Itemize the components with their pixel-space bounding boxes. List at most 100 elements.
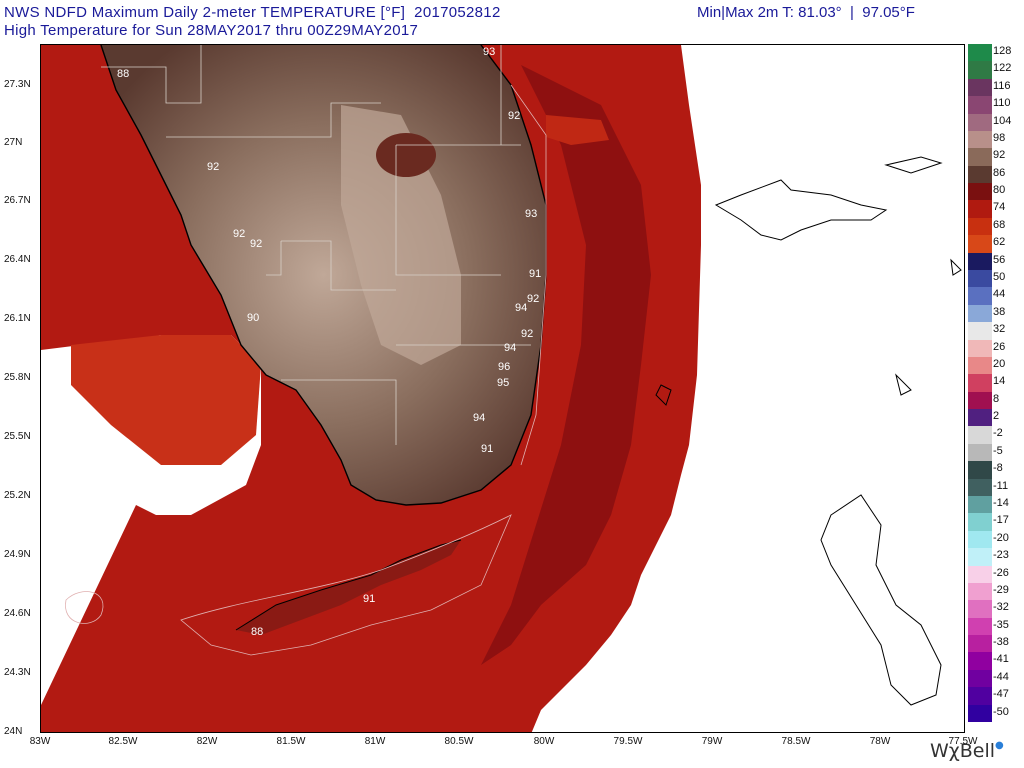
temperature-label: 92 (508, 110, 520, 122)
wxbell-logo: WχBell● (930, 740, 1004, 762)
temperature-map: 88 93 92 92 93 92 92 91 92 94 90 92 94 96 95 94 91 91 88 (40, 44, 965, 733)
florida-keys (236, 540, 461, 635)
atlantic-warm-patch (546, 115, 609, 145)
colorbar-label: -11 (993, 479, 1009, 492)
colorbar-label: 20 (993, 357, 1006, 370)
longitude-label: 80W (533, 736, 555, 747)
temperature-label: 88 (117, 68, 129, 80)
temperature-label: 94 (504, 342, 516, 354)
colorbar-swatch (968, 270, 992, 288)
colorbar-label: -8 (993, 462, 1003, 475)
keys-outline (235, 539, 462, 631)
colorbar-swatch (968, 44, 992, 62)
temperature-label: 94 (473, 412, 485, 424)
colorbar-swatch (968, 461, 992, 480)
latitude-label: 27.3N (4, 79, 31, 90)
latitude-label: 24N (4, 726, 23, 737)
min-max-readout: Min|Max 2m T: 81.03° | 97.05°F (697, 4, 915, 21)
colorbar-swatch (968, 252, 992, 271)
temperature-label: 92 (233, 228, 245, 240)
map-subtitle: High Temperature for Sun 28MAY2017 thru … (4, 22, 419, 39)
colorbar-label: -50 (993, 705, 1009, 718)
colorbar-label: 56 (993, 253, 1006, 266)
colorbar-label: 104 (993, 114, 1012, 127)
map-title: NWS NDFD Maximum Daily 2-meter TEMPERATU… (4, 4, 501, 21)
colorbar-label: 8 (993, 392, 1000, 405)
longitude-label: 83W (29, 736, 51, 747)
colorbar-label: -35 (993, 618, 1009, 631)
longitude-label: 82.5W (108, 736, 138, 747)
colorbar-label: 62 (993, 236, 1006, 249)
colorbar-swatch (968, 304, 992, 323)
colorbar-swatch (968, 669, 992, 688)
temperature-label: 92 (527, 293, 539, 305)
colorbar-swatch (968, 687, 992, 706)
colorbar-swatch (968, 113, 992, 132)
county-lines (101, 45, 531, 445)
temperature-label: 91 (363, 593, 375, 605)
latitude-label: 25.5N (4, 431, 31, 442)
colorbar-label: -38 (993, 636, 1009, 649)
latitude-label: 26.7N (4, 195, 31, 206)
latitude-label: 24.6N (4, 608, 31, 619)
colorbar-label: 44 (993, 288, 1006, 301)
latitude-label: 27N (4, 137, 23, 148)
colorbar-swatch (968, 565, 992, 584)
colorbar-swatch (968, 530, 992, 549)
colorbar-label: -5 (993, 444, 1003, 457)
colorbar-swatch (968, 96, 992, 115)
colorbar-label: 122 (993, 62, 1012, 75)
lake-okeechobee (376, 133, 436, 177)
bathymetry-contours (65, 84, 547, 656)
colorbar-label: -47 (993, 688, 1009, 701)
longitude-label: 78.5W (781, 736, 811, 747)
temperature-label: 92 (521, 328, 533, 340)
gulf-warm-patch (71, 335, 261, 465)
colorbar-swatch (968, 443, 992, 462)
colorbar-swatch (968, 235, 992, 254)
colorbar-swatch (968, 617, 992, 636)
colorbar-swatch (968, 322, 992, 341)
colorbar-label: 68 (993, 218, 1006, 231)
colorbar-swatch (968, 409, 992, 427)
latitude-label: 26.1N (4, 313, 31, 324)
longitude-label: 82W (196, 736, 218, 747)
colorbar-label: 116 (993, 79, 1011, 92)
colorbar-label: 2 (993, 410, 1000, 423)
latitude-label: 25.2N (4, 490, 31, 501)
gulf-stream-band (481, 65, 651, 665)
colorbar-label: 86 (993, 166, 1006, 179)
temperature-label: 88 (251, 626, 263, 638)
longitude-label: 77.5W (948, 736, 978, 747)
colorbar-swatch (968, 391, 992, 410)
colorbar-label: -20 (993, 531, 1009, 544)
colorbar-label: 26 (993, 340, 1006, 353)
longitude-label: 78W (869, 736, 891, 747)
colorbar-swatch (968, 635, 992, 653)
colorbar-swatch (968, 287, 992, 306)
colorbar-swatch (968, 339, 992, 358)
colorbar-label: 38 (993, 305, 1006, 318)
colorbar-label: 14 (993, 375, 1006, 388)
colorbar-swatch (968, 496, 992, 514)
colorbar-swatch (968, 183, 992, 201)
interior-hot-area (341, 105, 461, 365)
colorbar-label: 80 (993, 184, 1006, 197)
bahamas-outlines (655, 156, 962, 706)
temperature-label: 96 (498, 361, 510, 373)
colorbar-label: 110 (993, 97, 1011, 110)
colorbar-swatch (968, 148, 992, 167)
latitude-label: 24.3N (4, 667, 31, 678)
colorbar (968, 44, 992, 723)
colorbar-label: -41 (993, 653, 1009, 666)
colorbar-swatch (968, 582, 992, 601)
temperature-label: 91 (481, 443, 493, 455)
temperature-label: 93 (525, 208, 537, 220)
colorbar-label: 128 (993, 45, 1012, 57)
colorbar-swatch (968, 217, 992, 236)
colorbar-label: 92 (993, 149, 1006, 162)
longitude-label: 81W (364, 736, 386, 747)
colorbar-swatch (968, 478, 992, 497)
